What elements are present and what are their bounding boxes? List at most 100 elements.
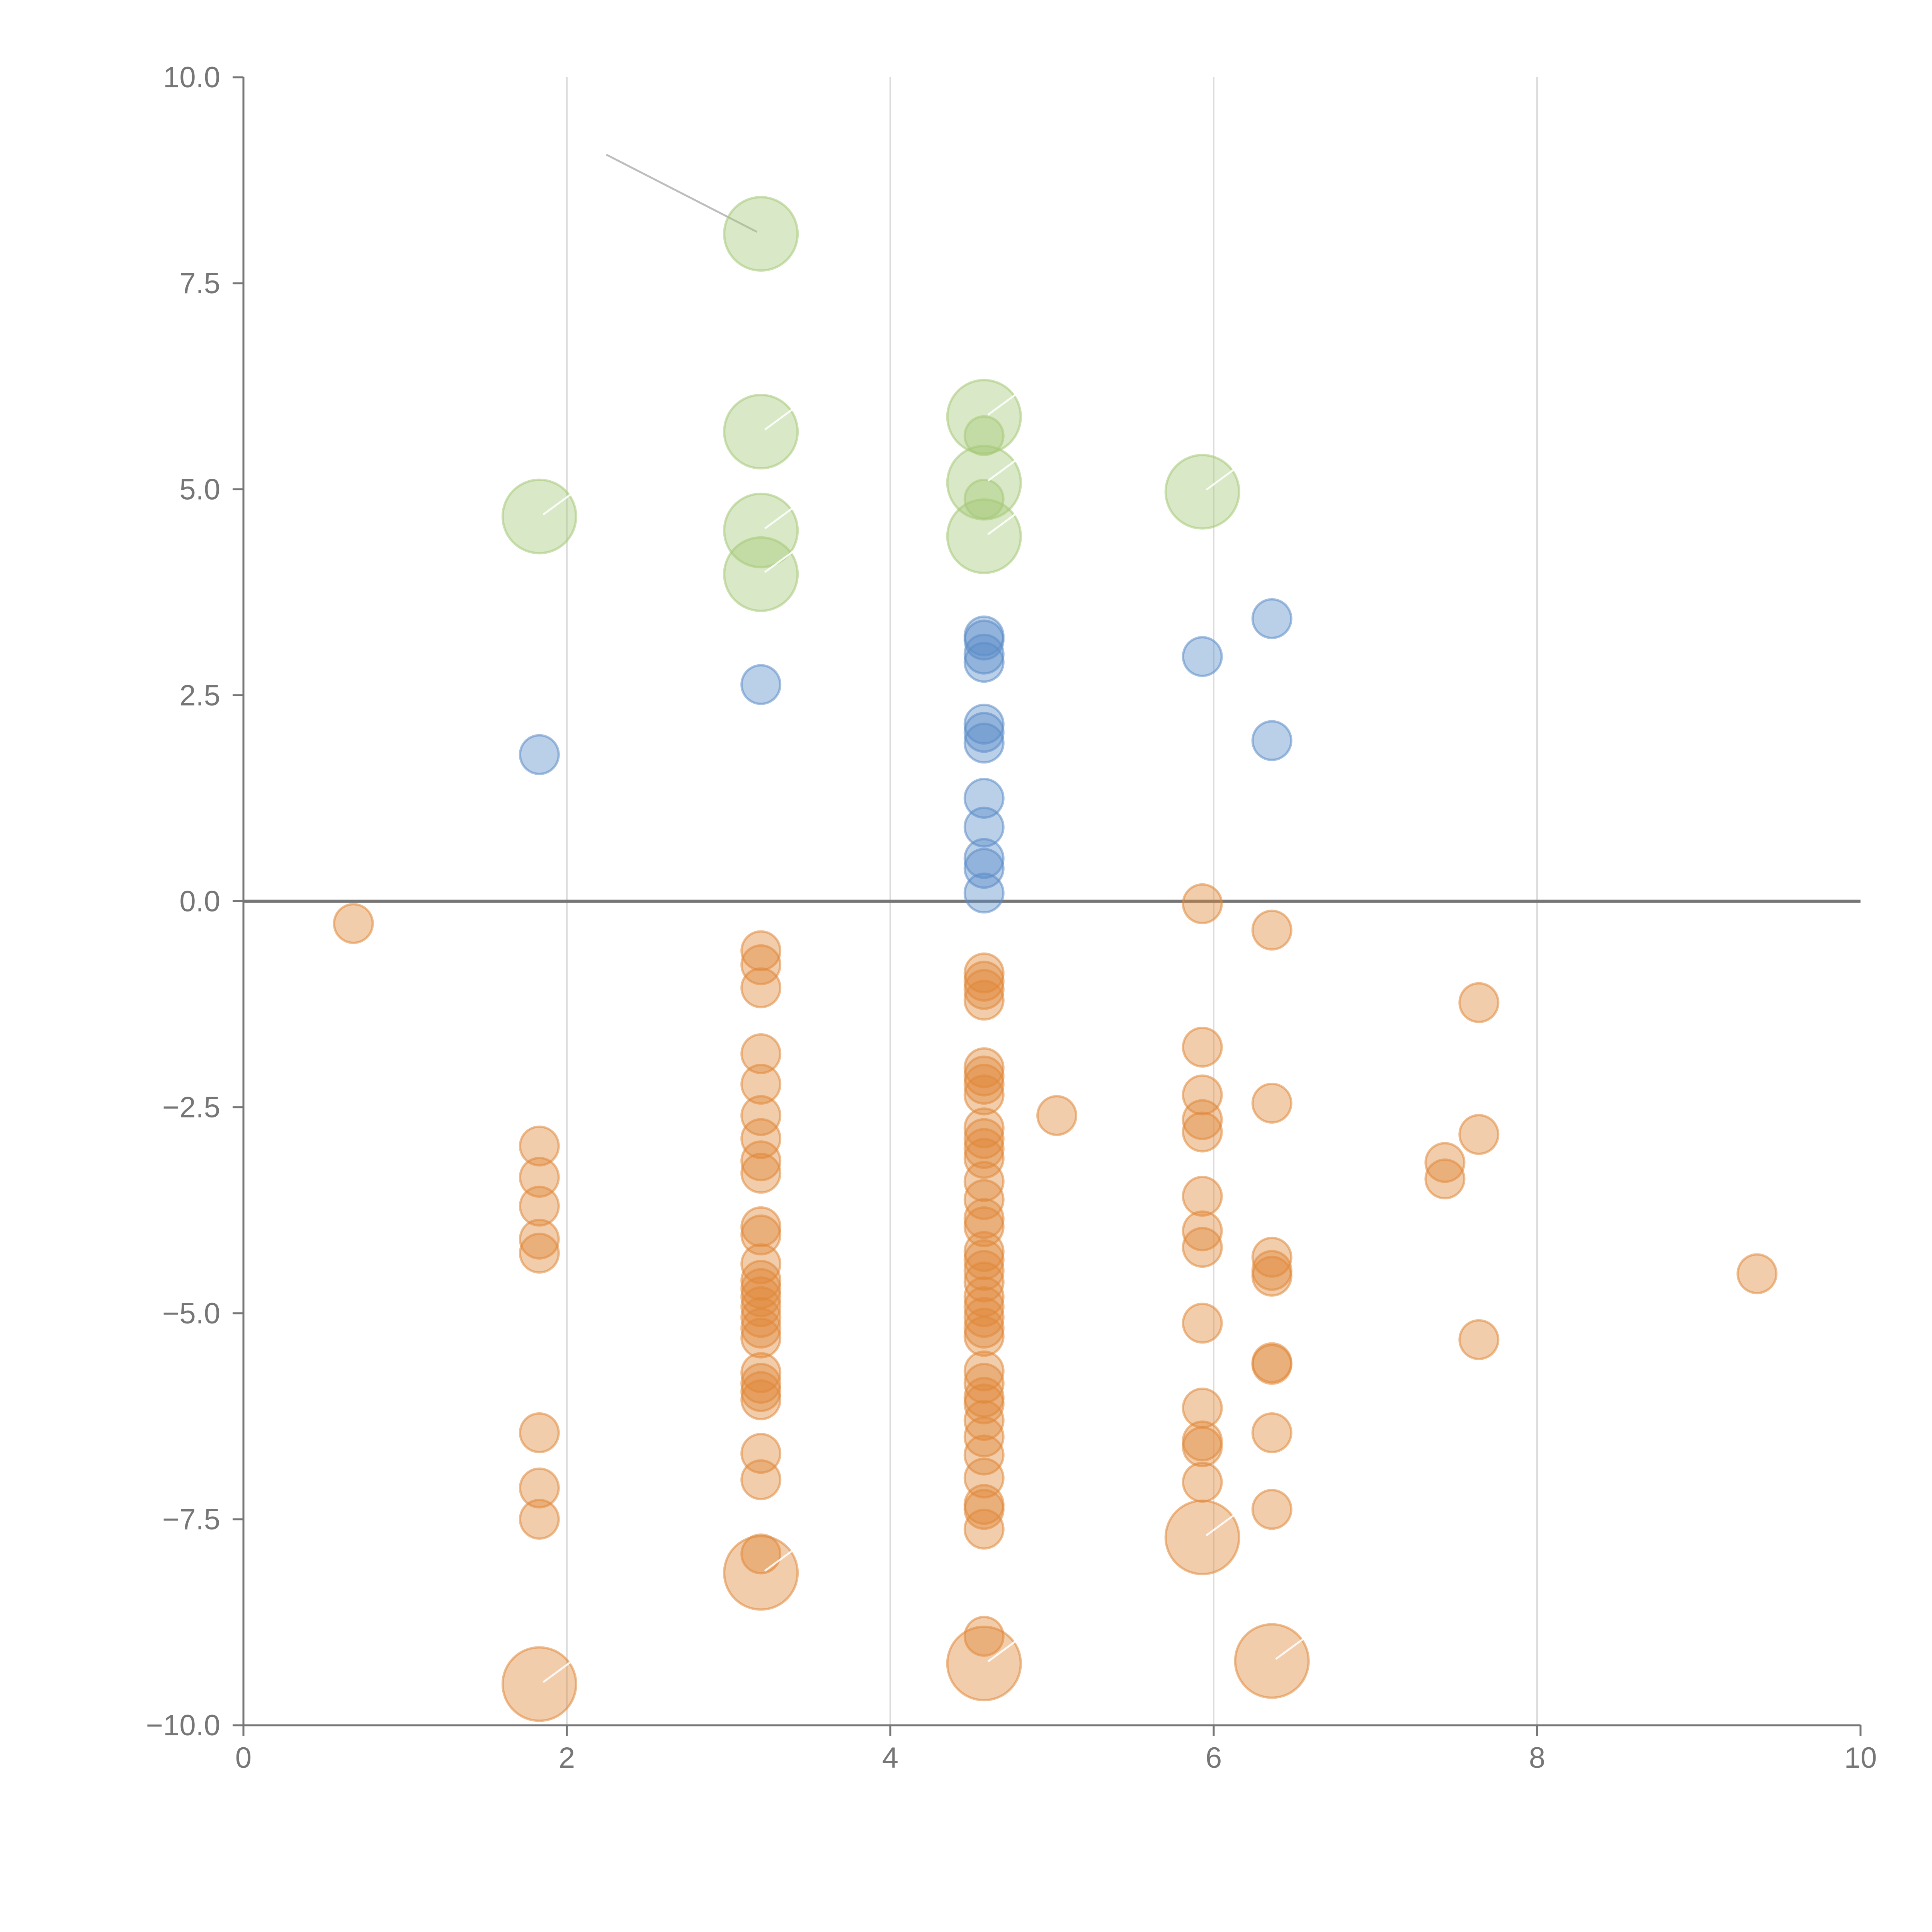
data-point [1182, 1175, 1223, 1217]
data-point [1251, 910, 1293, 951]
data-point [963, 1363, 1005, 1404]
data-point [1182, 1303, 1223, 1344]
data-point [1424, 1142, 1466, 1183]
data-point [519, 1125, 560, 1167]
data-point [740, 1297, 782, 1338]
data-point [1182, 1461, 1223, 1503]
data-point [963, 872, 1005, 914]
data-point [740, 930, 782, 971]
x-tick-label: 0 [235, 1742, 252, 1774]
data-point [963, 1509, 1005, 1550]
data-point [963, 1286, 1005, 1327]
data-point [1182, 1426, 1223, 1468]
data-point [740, 1379, 782, 1420]
data-point [740, 664, 782, 705]
data-point [740, 1153, 782, 1194]
data-point [963, 806, 1005, 848]
data-point [1251, 598, 1293, 639]
data-point [740, 944, 782, 985]
data-point [963, 415, 1005, 456]
data-point [1251, 1344, 1293, 1385]
x-tick-label: 6 [1206, 1742, 1222, 1774]
data-point [946, 1626, 1022, 1702]
y-tick-label: 2.5 [179, 679, 220, 712]
annotation-leader [987, 512, 1018, 535]
y-tick-label: −5.0 [162, 1297, 220, 1330]
data-point [740, 1308, 782, 1349]
data-point [519, 1412, 560, 1453]
data-point [963, 1161, 1005, 1202]
data-point [1036, 1095, 1078, 1136]
annotation-leader [764, 407, 794, 430]
data-point [963, 1261, 1005, 1303]
data-point [963, 723, 1005, 764]
data-point [1182, 1074, 1223, 1116]
data-point [963, 1400, 1005, 1441]
data-point [519, 1233, 560, 1274]
data-point [1458, 982, 1500, 1023]
data-point [1251, 1412, 1293, 1453]
leader-layer [606, 153, 758, 233]
data-point [501, 478, 577, 554]
data-point [963, 619, 1005, 661]
data-point [740, 1533, 782, 1575]
data-point [723, 196, 799, 272]
data-point [963, 1074, 1005, 1116]
data-point [519, 1467, 560, 1509]
data-point [723, 492, 799, 568]
y-tick-label: −2.5 [162, 1091, 220, 1124]
y-tick-label: −10.0 [146, 1709, 220, 1742]
data-point [519, 1156, 560, 1198]
data-point [963, 1383, 1005, 1425]
data-point [740, 1214, 782, 1256]
annotation-leader [1275, 1637, 1306, 1660]
data-point [963, 1138, 1005, 1179]
y-tick-label: 10.0 [163, 61, 220, 94]
data-point [740, 967, 782, 1009]
data-point [1182, 1227, 1223, 1268]
data-point [1164, 454, 1240, 530]
data-point [963, 1316, 1005, 1357]
annotation-leader [606, 153, 758, 233]
data-point [519, 1498, 560, 1540]
data-point [740, 1063, 782, 1105]
annotation-leader [1206, 1513, 1236, 1536]
data-point [963, 478, 1005, 520]
annotation-leader [1206, 468, 1236, 491]
axis-layer [233, 76, 1862, 1736]
data-point [1182, 883, 1223, 924]
annotation-leader [987, 1639, 1018, 1663]
point-layer [333, 196, 1778, 1722]
data-point [963, 1128, 1005, 1169]
data-point [963, 1206, 1005, 1247]
data-point [1251, 1489, 1293, 1530]
data-point [963, 642, 1005, 683]
data-point [740, 1095, 782, 1136]
y-tick-label: 7.5 [179, 267, 220, 300]
data-point [740, 1459, 782, 1500]
x-tick-label: 10 [1844, 1742, 1877, 1774]
data-point [1736, 1253, 1778, 1294]
data-point [333, 903, 374, 944]
annotation-leader [543, 492, 573, 515]
x-tick-label: 2 [559, 1742, 575, 1774]
data-point [1182, 1111, 1223, 1153]
data-point [963, 1239, 1005, 1281]
data-point [963, 777, 1005, 819]
data-point [519, 1185, 560, 1227]
data-point [1251, 1082, 1293, 1124]
data-point [1164, 1499, 1240, 1575]
x-tick-label: 8 [1529, 1742, 1545, 1774]
data-point [1251, 720, 1293, 761]
data-point [519, 734, 560, 775]
data-point [963, 1416, 1005, 1458]
data-point [740, 1243, 782, 1284]
annotation-leader [764, 1549, 794, 1572]
data-point [740, 1033, 782, 1075]
data-point [1458, 1319, 1500, 1360]
data-point [1424, 1158, 1466, 1200]
data-point [723, 393, 799, 469]
annotation-leader [764, 550, 794, 573]
